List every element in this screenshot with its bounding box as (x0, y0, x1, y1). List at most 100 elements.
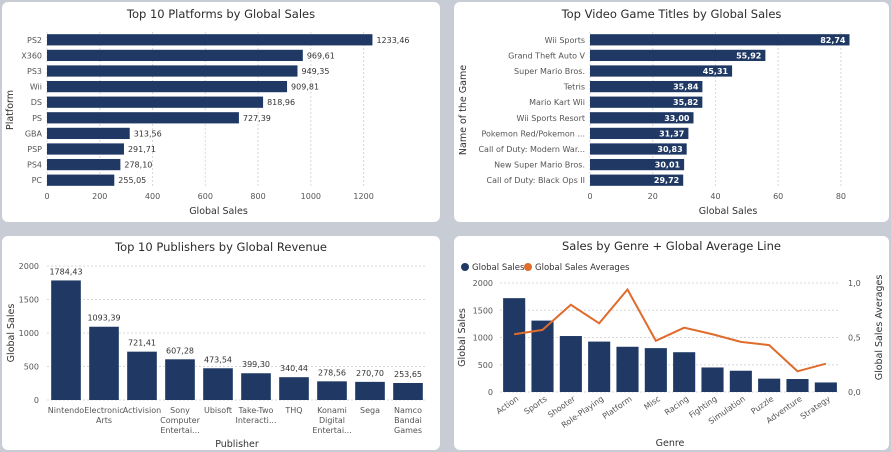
data-label: 291,71 (128, 145, 156, 154)
y-tick-label: 0 (488, 388, 493, 397)
bar (317, 381, 347, 400)
bar (393, 383, 423, 400)
x-axis-title: Global Sales (189, 206, 248, 217)
data-label: 33,00 (664, 114, 690, 123)
data-label: 29,72 (654, 176, 679, 185)
category-label: New Super Mario Bros. (494, 161, 585, 170)
data-label: 909,81 (291, 83, 319, 92)
category-label: Racing (663, 394, 690, 417)
data-label: 35,84 (673, 83, 699, 92)
category-label: Grand Theft Auto V (508, 51, 585, 60)
bar (590, 49, 766, 62)
category-label: Entertai... (312, 426, 351, 435)
chart-title: Top Video Game Titles by Global Sales (561, 7, 782, 21)
category-label: Games (394, 426, 422, 435)
y-tick-label: 0 (34, 396, 39, 405)
bar (47, 96, 264, 108)
bar (590, 174, 684, 186)
category-label: PS3 (27, 67, 42, 76)
category-label: PS (32, 114, 42, 123)
category-label: GBA (25, 129, 43, 138)
bar (47, 34, 373, 46)
titles-chart: Top Video Game Titles by Global Sales 0 20… (458, 7, 850, 217)
bar (616, 346, 639, 392)
category-label: Electronic (84, 406, 123, 415)
category-label: Entertai... (160, 426, 199, 435)
bar (758, 378, 781, 392)
y-tick-label: 2000 (473, 279, 493, 288)
y-tick-label: 1000 (19, 329, 39, 338)
y-axis-title: Global Sales (457, 308, 468, 367)
data-label: 278,10 (124, 161, 152, 170)
category-label: Call of Duty: Black Ops II (487, 176, 585, 185)
category-label: Pokemon Red/Pokemon ... (481, 129, 585, 138)
y2-tick-label: 1,0 (848, 279, 861, 288)
data-label: 255,05 (118, 176, 146, 185)
category-label: Interacti... (235, 416, 276, 425)
x-tick-label: 400 (145, 192, 160, 201)
x-tick-label: 0 (587, 192, 592, 201)
x-tick-label: 60 (773, 192, 783, 201)
bar (47, 174, 115, 186)
y2-tick-label: 0,5 (848, 334, 861, 343)
data-label: 55,92 (736, 51, 761, 60)
legend-marker (524, 263, 532, 271)
data-label: 35,82 (673, 98, 698, 107)
bar (786, 379, 809, 392)
category-label: Sony (170, 406, 190, 415)
bar (559, 336, 582, 392)
chart-title: Sales by Genre + Global Average Line (562, 239, 781, 253)
bar (590, 112, 694, 124)
category-label: Action (495, 394, 521, 416)
data-label: 727,39 (243, 114, 271, 123)
bar (814, 382, 837, 392)
bar (47, 80, 288, 93)
legend-marker (461, 263, 469, 271)
titles-chart-panel: Top Video Game Titles by Global Sales 0 20… (454, 2, 889, 222)
y2-tick-label: 0,0 (848, 388, 861, 397)
bar (279, 377, 309, 400)
chart-title: Top 10 Publishers by Global Revenue (114, 240, 327, 254)
category-label: Digital (319, 416, 345, 425)
average-line (514, 287, 827, 373)
category-label: Take-Two (238, 406, 274, 415)
x-tick-label: 80 (836, 192, 846, 201)
category-label: Namco (394, 406, 422, 415)
platforms-chart-panel: Top 10 Platforms by Global Sales 0 200 400 6… (2, 2, 440, 222)
bar (531, 320, 554, 392)
data-label: 82,74 (820, 36, 846, 45)
x-axis-title: Publisher (215, 439, 259, 450)
category-label: PS4 (27, 161, 42, 170)
data-label: 969,61 (307, 51, 335, 60)
category-label: Wii (30, 83, 42, 92)
bar (590, 158, 685, 171)
y-tick-label: 500 (24, 363, 39, 372)
data-label: 949,35 (301, 67, 329, 76)
data-label: 399,30 (242, 360, 270, 369)
bar (590, 80, 703, 93)
x-tick-label: 20 (648, 192, 658, 201)
legend-label: Global Sales (472, 263, 525, 273)
bar (644, 348, 667, 392)
category-label: PC (32, 176, 43, 185)
bar (701, 367, 724, 392)
data-label: 1233,46 (376, 36, 409, 45)
data-label: 721,41 (128, 339, 156, 348)
data-label: 30,01 (655, 161, 681, 170)
category-label: Computer (160, 416, 200, 425)
data-label: 1093,39 (87, 314, 120, 323)
x-tick-label: 200 (92, 192, 107, 201)
bar (729, 370, 752, 392)
data-label: 313,56 (134, 129, 162, 138)
x-tick-label: 1200 (353, 192, 373, 201)
x-tick-label: 40 (710, 192, 720, 201)
bar (47, 49, 303, 62)
bar (241, 373, 271, 400)
category-label: Arts (96, 416, 112, 425)
y-tick-label: 2000 (19, 262, 39, 271)
bar (47, 65, 298, 77)
bar (503, 298, 526, 392)
category-label: Ubisoft (204, 406, 232, 415)
data-label: 270,70 (356, 369, 384, 378)
y-tick-label: 1500 (473, 306, 493, 315)
